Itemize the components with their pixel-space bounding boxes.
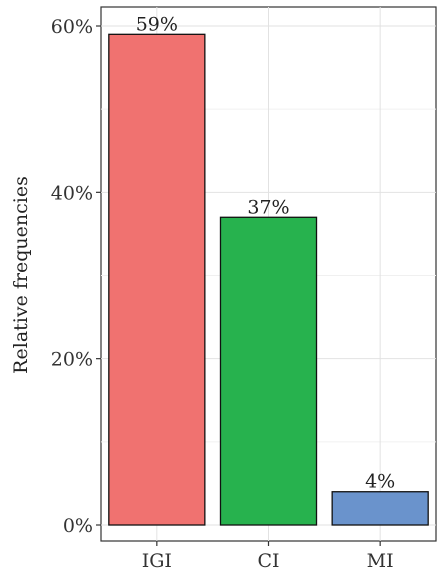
bar-mi (331, 491, 429, 526)
y-tick-label: 40% (51, 182, 93, 204)
y-tick-label: 0% (63, 515, 93, 537)
x-tick-label-igi: IGI (142, 550, 172, 572)
y-tick-label: 20% (51, 349, 93, 371)
x-tick-label-ci: CI (257, 550, 279, 572)
data-label-igi: 59% (136, 13, 178, 35)
bar-igi (108, 33, 206, 526)
y-axis-title: Relative frequencies (10, 176, 32, 374)
data-label-ci: 37% (247, 196, 289, 218)
y-tick-label: 60% (51, 16, 93, 38)
y-tick-labels: 0% 20% 40% 60% (51, 16, 101, 537)
x-tick-labels: IGI CI MI (142, 541, 394, 572)
bars-group: 59% 37% 4% (108, 13, 429, 526)
data-label-mi: 4% (365, 471, 395, 493)
x-tick-label-mi: MI (367, 550, 394, 572)
bar-ci (219, 216, 318, 526)
